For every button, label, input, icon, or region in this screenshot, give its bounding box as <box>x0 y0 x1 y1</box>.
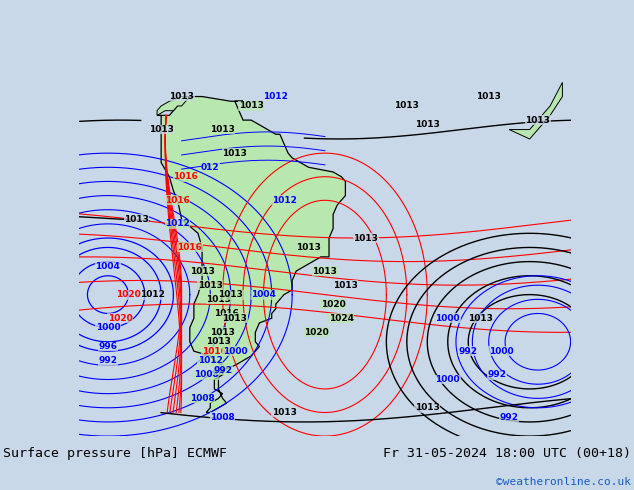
Text: 1000: 1000 <box>436 314 460 323</box>
Text: 1004: 1004 <box>251 290 276 299</box>
Text: 1012: 1012 <box>271 196 297 205</box>
Polygon shape <box>157 97 346 413</box>
Text: 1000: 1000 <box>489 347 514 356</box>
Text: 1013: 1013 <box>210 328 235 337</box>
Text: 1000: 1000 <box>436 375 460 384</box>
Text: 1013: 1013 <box>353 234 378 243</box>
Text: ©weatheronline.co.uk: ©weatheronline.co.uk <box>496 477 631 487</box>
Text: 996: 996 <box>98 342 117 351</box>
Text: 1013: 1013 <box>198 281 223 290</box>
Text: 1012: 1012 <box>263 92 288 101</box>
Text: 1000: 1000 <box>96 323 120 332</box>
Text: 1013: 1013 <box>271 408 297 417</box>
Text: 992: 992 <box>213 366 232 374</box>
Text: 1016: 1016 <box>178 243 202 252</box>
Text: 012: 012 <box>201 163 219 172</box>
Text: 1000: 1000 <box>223 347 247 356</box>
Text: 1016: 1016 <box>165 196 190 205</box>
Text: 1008: 1008 <box>210 413 235 422</box>
Text: 1013: 1013 <box>394 101 419 110</box>
Text: 1013: 1013 <box>296 243 321 252</box>
Text: 1008: 1008 <box>190 394 214 403</box>
Text: 1020: 1020 <box>116 290 141 299</box>
Text: 1013: 1013 <box>206 295 231 304</box>
Text: 1013: 1013 <box>218 290 243 299</box>
Text: 992: 992 <box>98 356 117 365</box>
Text: 1012: 1012 <box>141 290 165 299</box>
Text: 992: 992 <box>459 347 478 356</box>
Text: 1013: 1013 <box>313 267 337 275</box>
Text: 1013: 1013 <box>124 215 149 223</box>
Text: 1013: 1013 <box>333 281 358 290</box>
Text: Surface pressure [hPa] ECMWF: Surface pressure [hPa] ECMWF <box>3 447 227 460</box>
Text: 1013: 1013 <box>239 101 264 110</box>
Text: 1013: 1013 <box>415 403 440 412</box>
Text: 1013: 1013 <box>223 148 247 158</box>
Text: 1013: 1013 <box>476 92 501 101</box>
Text: 1013: 1013 <box>210 125 235 134</box>
Text: 1013: 1013 <box>526 116 550 124</box>
Text: 1013: 1013 <box>190 267 214 275</box>
Text: 1013: 1013 <box>223 314 247 323</box>
Text: 1016: 1016 <box>202 347 227 356</box>
Text: 1024: 1024 <box>329 314 354 323</box>
Text: 1013: 1013 <box>169 92 194 101</box>
Text: 1020: 1020 <box>108 314 133 323</box>
Text: 1012: 1012 <box>198 356 223 365</box>
Text: 992: 992 <box>488 370 507 379</box>
Text: 1008: 1008 <box>194 370 219 379</box>
Text: 1013: 1013 <box>468 314 493 323</box>
Text: 1013: 1013 <box>149 125 174 134</box>
Text: 1020: 1020 <box>304 328 329 337</box>
Text: 1013: 1013 <box>206 337 231 346</box>
Text: 1012: 1012 <box>165 220 190 228</box>
Text: 1020: 1020 <box>321 299 346 309</box>
Text: 1004: 1004 <box>96 262 120 271</box>
Polygon shape <box>509 82 562 139</box>
Polygon shape <box>157 97 190 116</box>
Text: 992: 992 <box>500 413 519 422</box>
Text: 1016: 1016 <box>214 309 239 318</box>
Text: Fr 31-05-2024 18:00 UTC (00+18): Fr 31-05-2024 18:00 UTC (00+18) <box>383 447 631 460</box>
Text: 1016: 1016 <box>173 172 198 181</box>
Text: 1013: 1013 <box>415 121 440 129</box>
